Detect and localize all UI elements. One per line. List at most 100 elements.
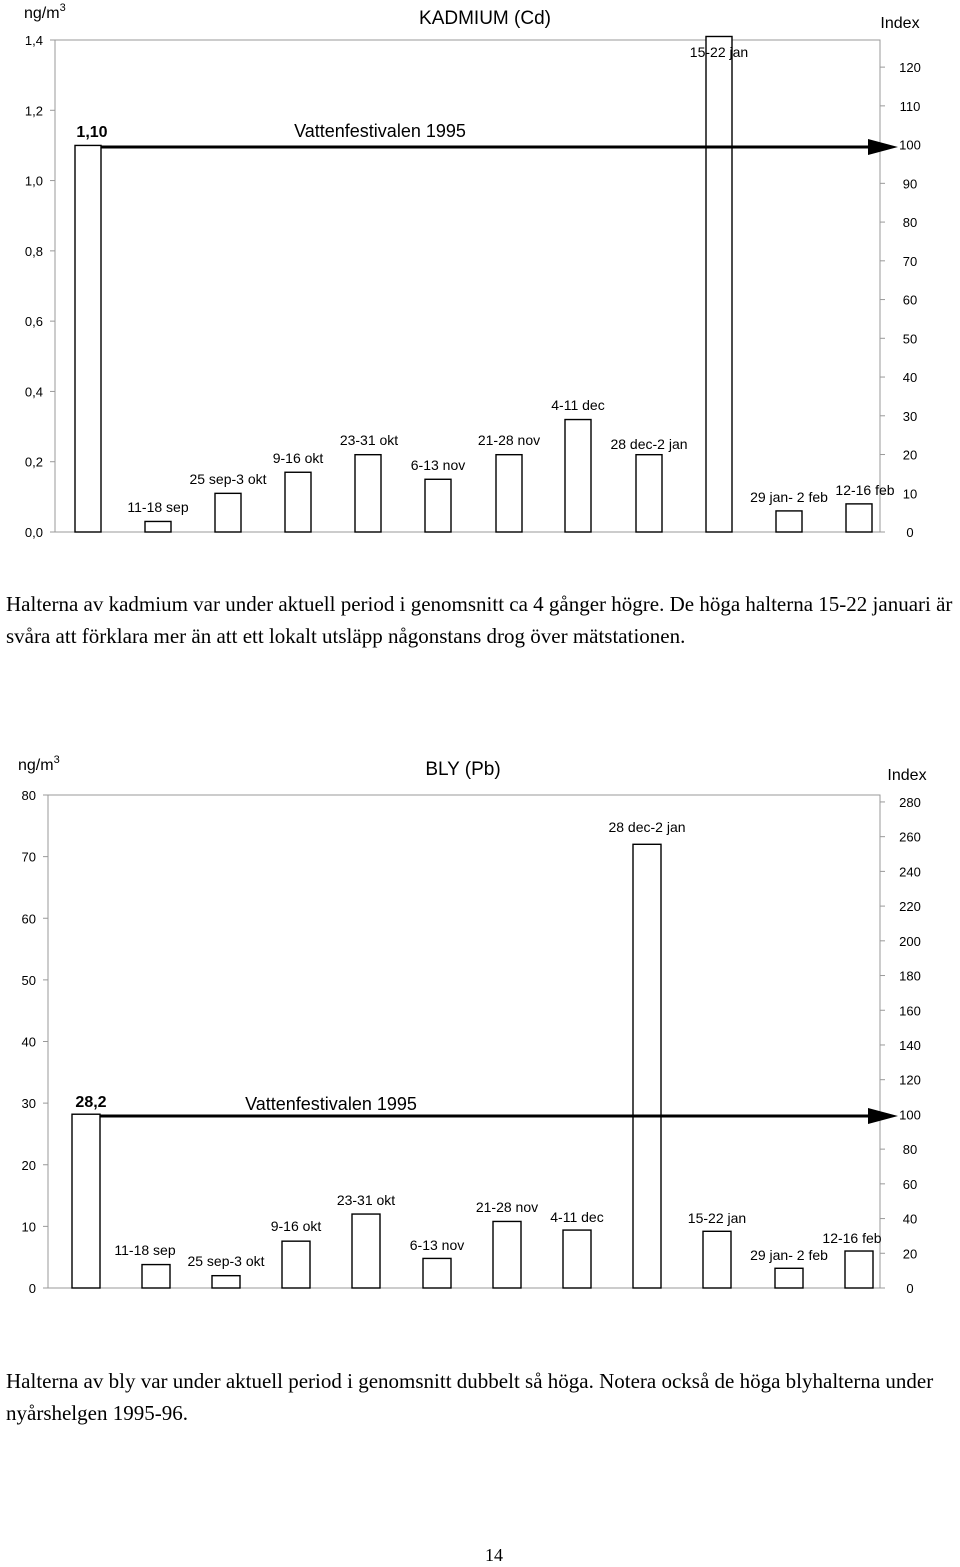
- lead-y-axis-label: ng/m3: [18, 754, 60, 774]
- cadmium-paragraph: Halterna av kadmium var under aktuell pe…: [6, 592, 953, 648]
- lead-bar-7: [492, 1220, 522, 1289]
- cadmium-y-tick-label: 1,0: [25, 174, 43, 189]
- cadmium-y2-tick-label: 70: [903, 254, 917, 269]
- cadmium-y-tick-label: 0,8: [25, 244, 43, 259]
- lead-y2-tick-label: 100: [899, 1107, 921, 1122]
- lead-bar-label-8: 4-11 dec: [550, 1209, 603, 1225]
- lead-y2-tick-label: 220: [899, 899, 921, 914]
- cadmium-bar-label-11: 29 jan- 2 feb: [750, 489, 828, 505]
- cadmium-bar-6: [424, 478, 452, 533]
- cadmium-bar-7: [495, 453, 523, 533]
- lead-bar-label-3: 25 sep-3 okt: [187, 1253, 264, 1269]
- cadmium-chart: KADMIUM (Cd) ng/m3 Index 0,0 0,2 0,4 0,6 0,8 1,0…: [24, 2, 921, 540]
- lead-y-tick-label: 60: [22, 911, 36, 926]
- lead-y2-tick-label: 160: [899, 1003, 921, 1018]
- lead-y-tick-label: 0: [29, 1281, 36, 1296]
- lead-bar-9: [632, 843, 662, 1289]
- cadmium-bar-8: [564, 418, 592, 533]
- cadmium-y2-tick-label: 120: [899, 60, 921, 75]
- cadmium-bar-4: [284, 471, 312, 533]
- lead-bar-label-12: 12-16 feb: [822, 1230, 881, 1246]
- cadmium-bar-label-4: 9-16 okt: [273, 450, 324, 466]
- lead-reference-arrow: [868, 1108, 898, 1124]
- cadmium-plot-area: [54, 39, 881, 533]
- lead-bar-4: [281, 1240, 311, 1289]
- lead-y2-tick-label: 40: [903, 1212, 917, 1227]
- cadmium-y2-tick-label: 0: [906, 525, 913, 540]
- cadmium-reference-arrow: [868, 139, 898, 155]
- cadmium-bar-label-9: 28 dec-2 jan: [610, 436, 687, 452]
- lead-bar-10: [702, 1230, 732, 1289]
- lead-bar-3: [211, 1274, 241, 1289]
- cadmium-bar-label-5: 23-31 okt: [340, 432, 398, 448]
- cadmium-y2-tick-label: 100: [899, 138, 921, 153]
- cadmium-y2-tick-label: 80: [903, 215, 917, 230]
- lead-bar-12: [844, 1250, 874, 1289]
- lead-y-tick-label: 20: [22, 1158, 36, 1173]
- cadmium-y-tick-label: 0,2: [25, 455, 43, 470]
- lead-y-tick-label: 40: [22, 1035, 36, 1050]
- lead-reference-value-label: 28,2: [75, 1094, 106, 1111]
- lead-y-tick-label: 80: [22, 788, 36, 803]
- lead-bar-11: [774, 1267, 804, 1289]
- lead-y2-tick-label: 60: [903, 1177, 917, 1192]
- lead-y-tick-label: 50: [22, 973, 36, 988]
- cadmium-y-tick-label: 1,2: [25, 103, 43, 118]
- lead-bar-label-7: 21-28 nov: [476, 1199, 538, 1215]
- lead-y-tick-label: 10: [22, 1219, 36, 1234]
- lead-plot-area: [47, 794, 881, 1289]
- lead-bar-label-5: 23-31 okt: [337, 1192, 395, 1208]
- cadmium-bar-11: [775, 510, 803, 533]
- cadmium-bar-label-8: 4-11 dec: [551, 397, 604, 413]
- lead-bar-label-4: 9-16 okt: [271, 1218, 322, 1234]
- lead-y2-tick-label: 20: [903, 1246, 917, 1261]
- lead-bar-5: [351, 1213, 381, 1289]
- lead-y2-tick-label: 140: [899, 1038, 921, 1053]
- lead-y2-tick-label: 260: [899, 830, 921, 845]
- page-number: 14: [485, 1545, 503, 1565]
- lead-y2-tick-label: 200: [899, 934, 921, 949]
- lead-y2-axis-label: Index: [887, 767, 926, 784]
- lead-bar-1: [71, 1113, 101, 1289]
- cadmium-y2-tick-label: 90: [903, 176, 917, 191]
- cadmium-y2-axis-label: Index: [880, 15, 919, 32]
- cadmium-bar-12: [845, 503, 873, 533]
- cadmium-bar-label-12: 12-16 feb: [835, 482, 894, 498]
- cadmium-bar-1: [74, 144, 102, 533]
- cadmium-y2-tick-label: 110: [900, 99, 921, 114]
- cadmium-bar-5: [354, 453, 382, 533]
- cadmium-y2-tick-label: 60: [903, 293, 917, 308]
- lead-bar-label-11: 29 jan- 2 feb: [750, 1247, 828, 1263]
- lead-bar-2: [141, 1263, 171, 1289]
- lead-y-tick-label: 70: [22, 850, 36, 865]
- lead-y2-tick-label: 0: [906, 1281, 913, 1296]
- lead-y2-tick-label: 280: [899, 795, 921, 810]
- cadmium-bar-3: [214, 492, 242, 533]
- cadmium-y2-tick-label: 40: [903, 370, 917, 385]
- cadmium-bar-9: [635, 453, 663, 533]
- cadmium-bar-label-6: 6-13 nov: [411, 457, 465, 473]
- cadmium-bar-10: [705, 35, 733, 533]
- cadmium-y2-tick-label: 20: [903, 448, 917, 463]
- lead-bar-label-2: 11-18 sep: [114, 1242, 175, 1258]
- cadmium-bar-label-2: 11-18 sep: [127, 499, 188, 515]
- cadmium-bar-label-3: 25 sep-3 okt: [189, 471, 266, 487]
- lead-y2-tick-label: 180: [899, 969, 921, 984]
- lead-chart: BLY (Pb) ng/m3 Index 0 10 20 30 40 50 60 70 80 0 20 40…: [18, 754, 927, 1296]
- lead-reference-line-label: Vattenfestivalen 1995: [245, 1094, 417, 1114]
- lead-y2-tick-label: 80: [903, 1142, 917, 1157]
- lead-bar-label-6: 6-13 nov: [410, 1237, 464, 1253]
- cadmium-y-tick-label: 0,6: [25, 314, 43, 329]
- cadmium-y-axis-label: ng/m3: [24, 2, 66, 22]
- lead-y2-tick-label: 240: [899, 864, 921, 879]
- lead-bar-label-9: 28 dec-2 jan: [608, 819, 685, 835]
- cadmium-y-tick-label: 1,4: [25, 33, 43, 48]
- lead-bar-6: [422, 1257, 452, 1289]
- lead-y-tick-label: 30: [22, 1096, 36, 1111]
- lead-chart-title: BLY (Pb): [425, 759, 500, 780]
- lead-y2-tick-label: 120: [899, 1073, 921, 1088]
- cadmium-bar-label-7: 21-28 nov: [478, 432, 540, 448]
- cadmium-bar-2: [144, 520, 172, 533]
- cadmium-y-tick-label: 0,4: [25, 384, 43, 399]
- cadmium-y2-tick-label: 50: [903, 331, 917, 346]
